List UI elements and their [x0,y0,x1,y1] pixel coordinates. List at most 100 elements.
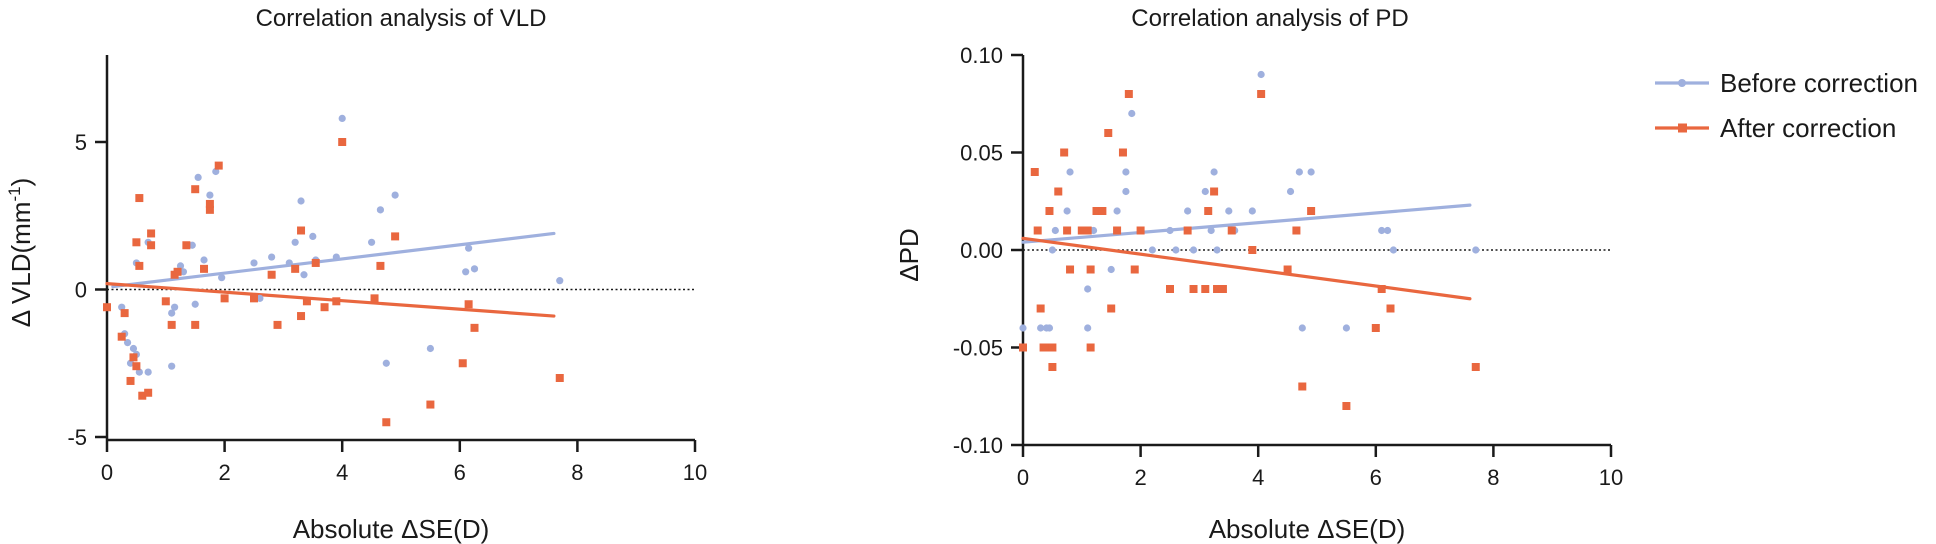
x-tick-label: 0 [101,460,113,485]
before-correction-point [1128,109,1136,118]
after-correction-point [173,267,182,276]
chart-title: Correlation analysis of PD [1131,5,1408,32]
after-correction-point [1060,148,1069,157]
before-correction-point [1019,324,1027,332]
before-correction-point [1389,246,1398,254]
before-correction-point [1184,207,1192,215]
before-correction-point [332,253,340,261]
after-correction-point [1189,285,1198,293]
before-correction-point [200,256,208,264]
after-correction-point [1136,226,1145,235]
after-correction-point [1092,207,1101,215]
x-tick-label: 10 [683,460,707,485]
before-correction-point [1189,246,1198,254]
after-correction-point [1283,265,1292,274]
before-correction-point [1295,168,1303,176]
after-correction-point [1130,265,1139,274]
legend-marker-after [1678,123,1687,133]
before-correction-point [1225,207,1233,215]
y-tick-label: -5 [67,425,87,450]
y-axis-label-end: ) [6,178,36,187]
before-correction-point [1383,226,1392,235]
before-correction-point [129,344,138,353]
after-correction-point [135,261,144,270]
x-tick-label: 6 [454,460,466,485]
after-correction-trend-line [105,282,556,318]
after-correction-point [1210,187,1219,196]
after-correction-point [1045,207,1054,215]
x-tick-label: 2 [1134,465,1146,490]
before-correction-point [291,238,299,246]
after-correction-point [302,297,311,306]
after-correction-point [205,205,214,214]
after-correction-point [161,297,170,306]
before-correction-point [176,262,185,270]
after-correction-point [1204,207,1213,215]
before-correction-point [188,241,196,249]
before-correction-point [465,244,473,252]
after-correction-point [126,376,135,385]
legend-label-before: Before correction [1720,68,1918,98]
after-correction-point [1036,304,1045,313]
before-correction-point [1257,70,1265,79]
after-correction-point [138,391,147,400]
before-correction-point [1172,246,1180,254]
after-correction-point [1298,382,1307,391]
before-correction-point [118,303,126,311]
before-correction-point [338,114,346,122]
y-tick-label: 0.05 [960,141,1003,166]
vld-correlation-chart: Correlation analysis of VLD 0 2 4 6 8 10 -5 0 5 Ab… [5,5,707,544]
after-correction-point [200,264,209,273]
after-correction-point [132,238,141,247]
after-correction-point [1386,304,1395,313]
before-correction-point [1210,168,1218,176]
before-correction-point [194,173,202,181]
after-correction-point [191,185,200,194]
after-correction-point [1257,90,1266,98]
before-correction-point [1298,324,1306,332]
before-correction-point [1063,207,1071,215]
x-tick-label: 0 [1017,465,1029,490]
x-tick-label: 4 [1252,465,1264,490]
x-tick-label: 6 [1370,465,1382,490]
after-correction-point [370,294,379,303]
after-correction-point [1218,285,1227,293]
before-correction-point [1048,246,1056,254]
after-correction-point [1471,363,1480,371]
after-correction-point [1227,226,1236,235]
before-correction-point [1084,324,1092,332]
y-axis-label: ΔPD [894,228,924,282]
before-correction-point [426,344,434,353]
after-correction-point [470,323,479,332]
after-correction-point [147,229,156,238]
after-correction-point [1292,226,1301,235]
before-correction-point [391,191,399,199]
after-correction-point [267,270,276,279]
before-correction-point [1472,246,1480,254]
after-correction-point [205,199,214,208]
after-correction-point [332,297,341,306]
before-correction-point [297,197,305,205]
before-correction-point [1307,168,1315,176]
y-tick-label: 5 [75,130,87,155]
before-correction-point [218,274,226,282]
before-correction-point [1213,246,1221,254]
after-correction-point [1098,207,1107,215]
before-correction-point [1107,265,1115,274]
x-tick-label: 4 [336,460,348,485]
before-correction-point [126,359,135,367]
before-correction-point [1342,324,1350,332]
after-correction-point [338,138,347,146]
chart-title: Correlation analysis of VLD [256,5,547,32]
after-correction-point [1183,226,1192,235]
after-correction-point [1054,187,1063,196]
before-correction-point [1089,226,1098,235]
after-correction-point [297,312,306,321]
before-correction-point [1037,324,1045,332]
before-correction-point [1122,168,1130,176]
after-correction-point [273,320,282,329]
after-correction-point [320,303,329,312]
after-correction-point [1048,343,1057,352]
after-correction-point [1371,324,1380,332]
x-tick-label: 8 [571,460,583,485]
